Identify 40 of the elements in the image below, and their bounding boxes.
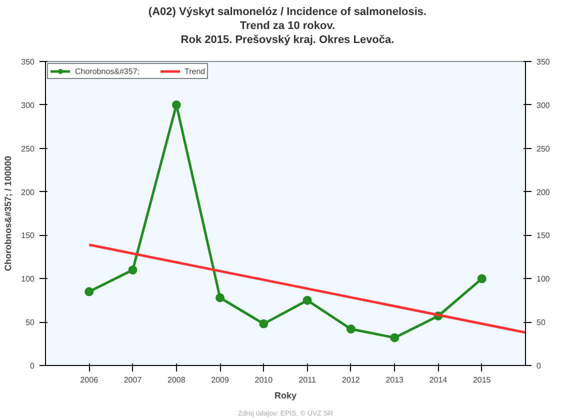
x-tick-label: 2009 [211, 376, 230, 384]
x-tick-label: 2012 [342, 376, 360, 384]
x-tick-label: 2006 [80, 376, 99, 384]
point [477, 274, 486, 284]
point [172, 100, 181, 110]
y-tick-label: 250 [21, 144, 36, 154]
x-tick-label: 2014 [429, 376, 448, 384]
y-tick-label: 100 [21, 274, 36, 284]
y2-tick-label: 300 [536, 100, 550, 110]
legend-label: Trend [184, 66, 206, 76]
chart-title: (A02) Výskyt salmonelóz / Incidence of salmonelosis. Trend za 10 rokov. Rok 2015. Prešovský kraj. Okres Levoča. [148, 5, 427, 47]
y-tick-label: 200 [21, 188, 36, 197]
y2-tick-label: 0 [536, 362, 542, 370]
point [302, 296, 312, 305]
x-tick-label: 2007 [124, 376, 142, 384]
y-axis-title: Chorobnos&#357; / 100000 [3, 156, 14, 272]
y-tick-label: 300 [21, 100, 36, 110]
legend-label: Chorobnos&#357; [75, 66, 140, 76]
x-tick-label: 2015 [472, 376, 492, 384]
x-tick-label: 2010 [254, 376, 274, 384]
y2-tick-label: 100 [536, 274, 550, 284]
x-tick-label: 2008 [168, 376, 186, 384]
point [390, 333, 400, 342]
x-axis-title: Roky [274, 390, 297, 400]
y2-tick-label: 250 [536, 144, 550, 154]
point [346, 324, 356, 334]
y-tick-label: 150 [21, 231, 36, 240]
point [84, 287, 94, 296]
y-tick-label: 0 [30, 362, 36, 370]
x-tick-label: 2011 [298, 376, 316, 384]
y2-tick-label: 200 [536, 188, 550, 197]
point [216, 293, 225, 302]
y2-tick-label: 350 [536, 58, 550, 66]
x-tick-label: 2013 [386, 376, 404, 384]
point [128, 265, 138, 274]
y2-tick-label: 50 [536, 318, 546, 328]
y2-tick-label: 150 [536, 231, 550, 240]
y-tick-label: 350 [21, 58, 36, 66]
point [259, 319, 268, 328]
y-tick-label: 50 [26, 318, 36, 328]
